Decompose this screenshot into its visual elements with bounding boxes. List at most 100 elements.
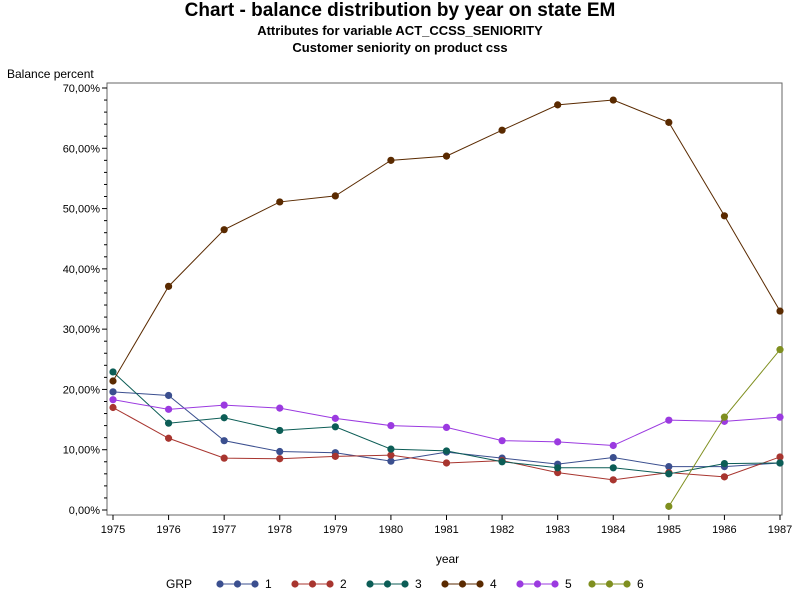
series-1-point xyxy=(109,388,117,396)
y-axis-label: Balance percent xyxy=(7,67,94,81)
series-5-point xyxy=(220,401,228,409)
legend-label-1: 1 xyxy=(265,577,272,591)
legend-swatch-marker xyxy=(291,580,299,588)
series-4-point xyxy=(442,152,451,160)
legend-label-4: 4 xyxy=(490,577,497,591)
legend-swatch-marker xyxy=(533,580,542,588)
legend-swatch-marker xyxy=(588,580,596,588)
legend-label-6: 6 xyxy=(637,577,644,591)
series-4-point xyxy=(331,192,339,200)
series-3-point xyxy=(498,458,506,466)
series-5-point xyxy=(109,396,117,404)
series-1-point xyxy=(609,453,617,462)
series-4-point xyxy=(109,377,117,385)
series-3-point xyxy=(331,423,339,431)
legend-swatch-marker xyxy=(366,580,374,588)
series-5-point xyxy=(665,416,673,424)
series-4-point xyxy=(164,282,173,290)
series-5-point xyxy=(331,414,339,422)
series-2-point xyxy=(609,476,617,484)
series-5-point xyxy=(442,423,451,432)
series-1-point xyxy=(665,462,673,471)
x-tick-label: 1983 xyxy=(545,524,569,536)
series-3-point xyxy=(164,419,173,427)
series-1-point xyxy=(220,437,228,445)
series-2-point xyxy=(387,451,395,459)
chart-subtitle: Attributes for variable ACT_CCSS_SENIORI… xyxy=(257,23,543,38)
x-tick-label: 1984 xyxy=(601,524,625,536)
series-3-point xyxy=(720,459,729,468)
series-2-point xyxy=(442,459,451,467)
y-tick-label: 60,00% xyxy=(63,143,101,155)
series-4-line xyxy=(112,99,781,382)
series-1-point xyxy=(276,447,284,456)
legend-swatch-marker xyxy=(401,580,409,588)
series-6-line xyxy=(668,349,781,507)
legend-swatch-marker xyxy=(383,580,392,588)
legend-swatch-marker xyxy=(623,580,631,588)
legend-swatch-marker xyxy=(458,580,467,588)
series-5-point xyxy=(776,413,784,421)
legend-swatch-marker xyxy=(251,580,259,588)
y-tick-label: 30,00% xyxy=(63,324,101,336)
series-5-point xyxy=(387,422,395,430)
legend-swatch-marker xyxy=(308,580,317,588)
x-axis-label: year xyxy=(435,552,460,566)
series-3-point xyxy=(276,426,284,435)
plot-frame xyxy=(106,82,783,516)
y-tick-label: 20,00% xyxy=(63,384,101,396)
x-tick-label: 1978 xyxy=(268,524,292,536)
series-3-point xyxy=(387,445,395,453)
y-tick-label: 40,00% xyxy=(63,264,101,276)
series-4-point xyxy=(665,118,673,126)
y-tick-label: 50,00% xyxy=(63,204,101,216)
series-2-point xyxy=(276,455,284,463)
series-2-point xyxy=(109,403,117,412)
x-tick-label: 1982 xyxy=(490,524,514,536)
series-4-point xyxy=(220,226,228,234)
series-3-point xyxy=(665,470,673,478)
series-5-point xyxy=(554,438,562,446)
series-4-point xyxy=(554,101,562,109)
series-3-point xyxy=(776,459,784,467)
series-5-point xyxy=(609,441,617,450)
series-2-point xyxy=(220,454,228,462)
series-4-point xyxy=(609,96,617,104)
series-3-point xyxy=(554,464,562,472)
y-tick-label: 10,00% xyxy=(63,445,101,457)
x-tick-label: 1979 xyxy=(323,524,347,536)
x-tick-label: 1987 xyxy=(768,524,792,536)
series-4-point xyxy=(387,156,395,164)
series-6-point xyxy=(776,346,784,354)
x-tick-label: 1975 xyxy=(101,524,125,536)
chart-subtitle-2: Customer seniority on product css xyxy=(292,40,508,55)
series-4-point xyxy=(776,307,784,315)
legend-title: GRP xyxy=(166,577,192,591)
series-2-point xyxy=(331,452,339,460)
series-5-point xyxy=(164,405,173,413)
series-5-line xyxy=(112,399,781,447)
x-tick-label: 1985 xyxy=(657,524,681,536)
series-3-point xyxy=(609,464,617,472)
y-tick-label: 0,00% xyxy=(69,505,100,517)
legend-label-2: 2 xyxy=(340,577,347,591)
series-2-point xyxy=(164,434,173,442)
series-1-point xyxy=(164,391,173,400)
series-5-point xyxy=(276,404,284,412)
series-2-point xyxy=(720,473,729,481)
series-4-point xyxy=(276,198,284,206)
y-tick-label: 70,00% xyxy=(63,83,101,95)
legend-swatch-marker xyxy=(476,580,484,588)
series-2-point xyxy=(776,453,784,461)
legend-swatch-marker xyxy=(605,580,614,588)
legend-label-3: 3 xyxy=(415,577,422,591)
x-tick-label: 1980 xyxy=(379,524,403,536)
legend-swatch-marker xyxy=(326,580,334,588)
x-tick-label: 1976 xyxy=(156,524,180,536)
series-6-point xyxy=(665,502,673,510)
x-tick-label: 1981 xyxy=(434,524,458,536)
legend-swatch-marker xyxy=(441,580,449,588)
series-3-line xyxy=(112,371,781,475)
series-3-point xyxy=(220,414,228,422)
